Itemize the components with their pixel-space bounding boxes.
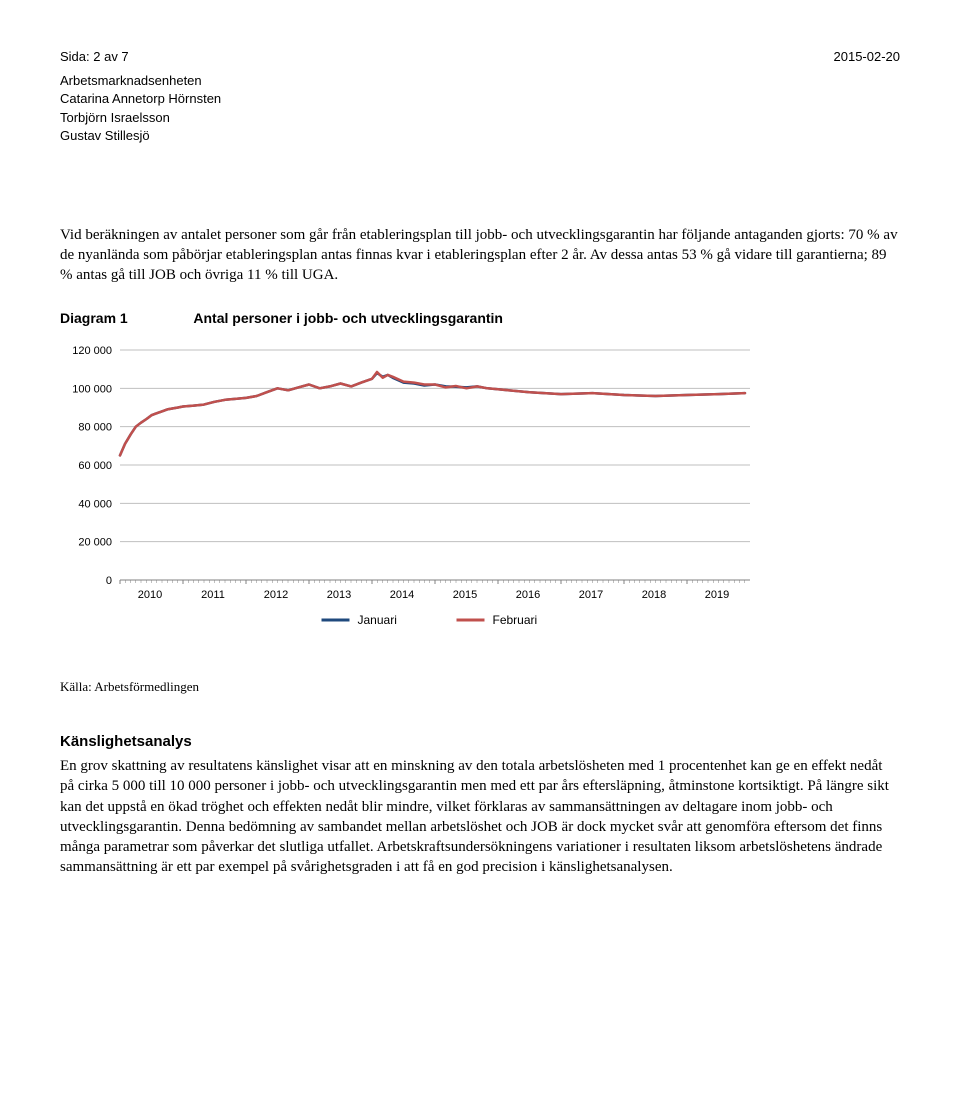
diagram-heading: Diagram 1 Antal personer i jobb- och utv… (60, 309, 900, 328)
svg-text:2012: 2012 (264, 589, 288, 601)
svg-text:60 000: 60 000 (78, 460, 112, 472)
svg-text:2011: 2011 (201, 589, 225, 601)
section-paragraph: En grov skattning av resultatens känslig… (60, 756, 900, 878)
author-name: Gustav Stillesjö (60, 127, 900, 145)
intro-paragraph: Vid beräkningen av antalet personer som … (60, 225, 900, 286)
svg-text:2013: 2013 (327, 589, 351, 601)
svg-text:2019: 2019 (705, 589, 729, 601)
page-label: Sida: 2 av 7 (60, 48, 129, 66)
svg-text:2010: 2010 (138, 589, 162, 601)
svg-text:20 000: 20 000 (78, 537, 112, 549)
chart-svg: 0 20 000 40 000 60 000 80 000 100 000 120 000 2… (60, 340, 760, 670)
page-date: 2015-02-20 (834, 48, 901, 66)
svg-text:2014: 2014 (390, 589, 414, 601)
svg-text:2016: 2016 (516, 589, 540, 601)
svg-text:2018: 2018 (642, 589, 666, 601)
author-name: Catarina Annetorp Hörnsten (60, 90, 900, 108)
chart-source: Källa: Arbetsförmedlingen (60, 678, 900, 696)
line-chart: 0 20 000 40 000 60 000 80 000 100 000 120 000 2… (60, 340, 760, 670)
diagram-label: Diagram 1 (60, 309, 190, 328)
unit-name: Arbetsmarknadsenheten (60, 72, 900, 90)
diagram-title: Antal personer i jobb- och utvecklingsga… (193, 310, 503, 326)
svg-text:2017: 2017 (579, 589, 603, 601)
author-name: Torbjörn Israelsson (60, 109, 900, 127)
svg-text:120 000: 120 000 (72, 345, 112, 357)
section-heading: Känslighetsanalys (60, 732, 900, 752)
svg-text:100 000: 100 000 (72, 384, 112, 396)
svg-text:40 000: 40 000 (78, 499, 112, 511)
svg-text:2015: 2015 (453, 589, 477, 601)
svg-text:0: 0 (106, 575, 112, 587)
authors-block: Arbetsmarknadsenheten Catarina Annetorp … (60, 72, 900, 145)
svg-text:Februari: Februari (493, 613, 538, 627)
svg-text:80 000: 80 000 (78, 422, 112, 434)
svg-text:Januari: Januari (358, 613, 397, 627)
